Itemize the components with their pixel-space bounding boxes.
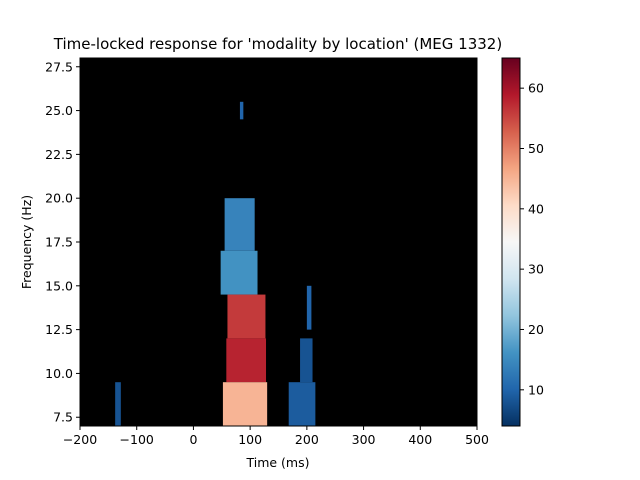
y-tick-label: 10.0 [45,366,73,381]
heatmap-region-8 [306,285,312,330]
heatmap-region-3 [224,198,255,251]
x-tick-label: −100 [120,432,154,447]
y-tick-label: 25.0 [45,103,73,118]
colorbar: 10 20 30 40 50 60 [501,57,544,427]
colorbar-gradient [501,57,521,427]
y-axis-label: Frequency (Hz) [19,195,34,289]
heatmap-region-5 [227,294,266,339]
y-tick-label: 17.5 [45,235,73,250]
colorbar-tick-label: 50 [528,141,544,156]
colorbar-ticks: 10 20 30 40 50 60 [520,81,544,397]
y-tick-label: 7.5 [53,410,73,425]
heatmap-region-9 [300,338,313,383]
x-tick-label: 300 [352,432,376,447]
x-tick-label: 200 [295,432,319,447]
x-tick-label: −200 [63,432,97,447]
plot-background [80,58,477,426]
colorbar-tick-label: 20 [528,322,544,337]
colorbar-tick-label: 10 [528,382,544,397]
heatmap-region-4 [220,250,258,295]
x-tick-label: 500 [465,432,489,447]
heatmap-region-6 [226,338,267,383]
y-tick-label: 22.5 [45,147,73,162]
x-tick-label: 400 [408,432,432,447]
x-axis-label: Time (ms) [245,455,309,470]
colorbar-tick-label: 60 [528,81,544,96]
colorbar-tick-label: 40 [528,201,544,216]
y-axis-ticks: 7.5 10.0 12.5 15.0 17.5 20.0 22.5 25.0 27.5 [45,59,80,425]
y-tick-label: 20.0 [45,191,73,206]
heatmap-region-7 [222,382,268,426]
heatmap-cells [115,101,316,426]
y-tick-label: 12.5 [45,322,73,337]
heatmap-region-2 [239,101,244,120]
x-axis-ticks: −200 −100 0 100 200 300 400 500 [63,426,489,447]
x-tick-label: 0 [189,432,197,447]
chart-title: Time-locked response for 'modality by lo… [53,35,502,53]
heatmap-region-10 [288,382,316,426]
x-tick-label: 100 [238,432,262,447]
y-tick-label: 27.5 [45,59,73,74]
colorbar-tick-label: 30 [528,262,544,277]
heatmap-area [79,57,478,427]
y-tick-label: 15.0 [45,278,73,293]
heatmap-region-1 [115,382,121,426]
